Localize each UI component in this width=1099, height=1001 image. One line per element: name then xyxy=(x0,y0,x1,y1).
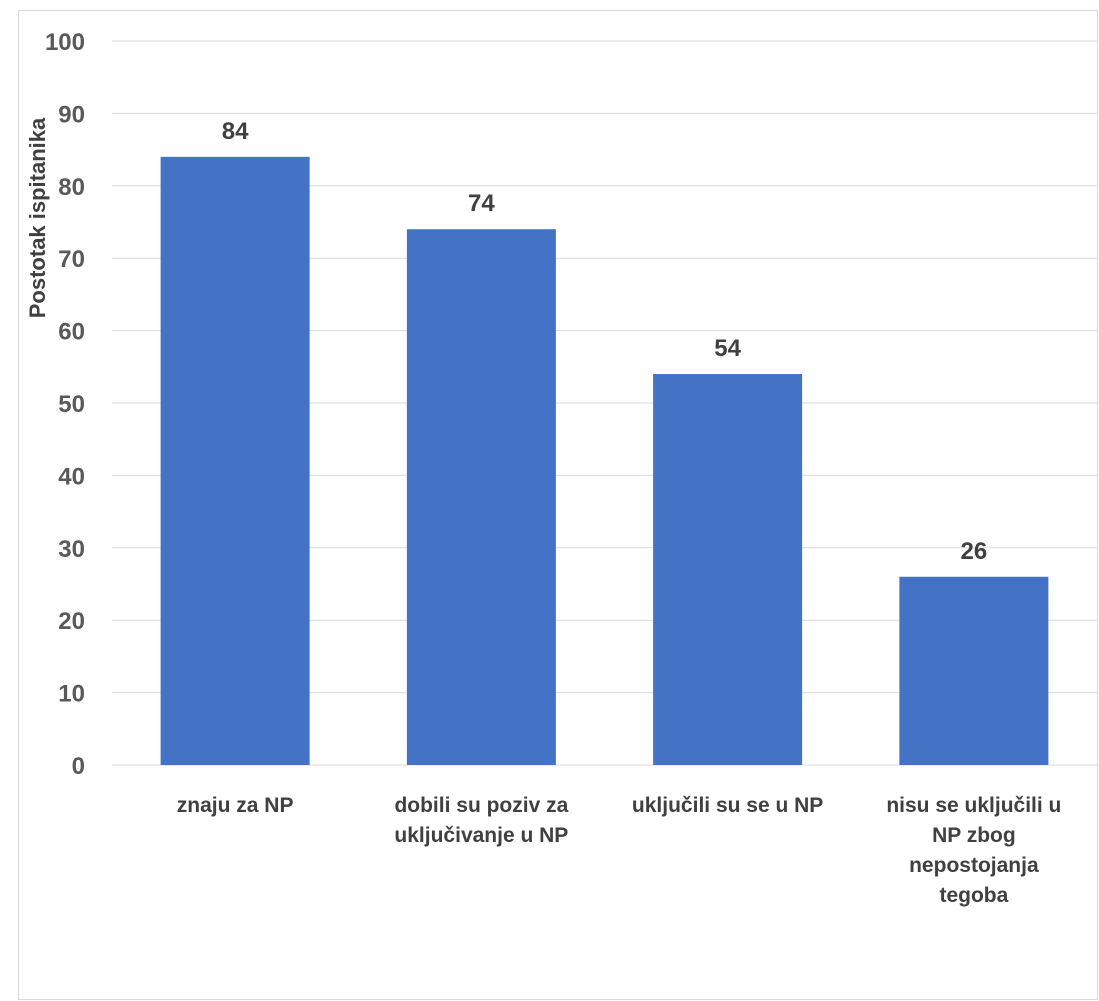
category-label: dobili su poziv za uključivanje u NP xyxy=(394,794,568,847)
bar xyxy=(406,229,556,766)
category-label: znaju za NP xyxy=(177,794,294,817)
data-labels: 84 74 54 26 xyxy=(222,118,987,565)
bar xyxy=(653,374,803,765)
y-tick-labels: 0 10 20 30 40 50 60 70 80 90 100 xyxy=(45,29,85,780)
y-tick-label: 60 xyxy=(58,319,85,346)
data-label: 26 xyxy=(961,538,988,565)
category-labels: znaju za NP dobili su poziv za uključivanj… xyxy=(177,794,1062,907)
bar xyxy=(899,576,1049,765)
y-tick-label: 0 xyxy=(72,753,85,780)
y-tick-label: 10 xyxy=(58,681,85,708)
y-tick-label: 90 xyxy=(58,101,85,128)
y-tick-label: 70 xyxy=(58,246,85,273)
bars xyxy=(160,156,1049,766)
y-tick-label: 30 xyxy=(58,536,85,563)
y-axis-title: Postotak ispitanika xyxy=(25,117,50,318)
y-tick-label: 80 xyxy=(58,174,85,201)
category-label: nisu se uključili u NP zbog nepostojanja te… xyxy=(886,794,1061,907)
y-tick-label: 20 xyxy=(58,608,85,635)
data-label: 84 xyxy=(222,118,249,145)
data-label: 74 xyxy=(468,190,495,217)
bar xyxy=(160,156,310,766)
category-label: uključili su se u NP xyxy=(632,794,823,817)
y-tick-label: 50 xyxy=(58,391,85,418)
y-tick-label: 100 xyxy=(45,29,85,56)
data-label: 54 xyxy=(714,335,741,362)
y-tick-label: 40 xyxy=(58,463,85,490)
